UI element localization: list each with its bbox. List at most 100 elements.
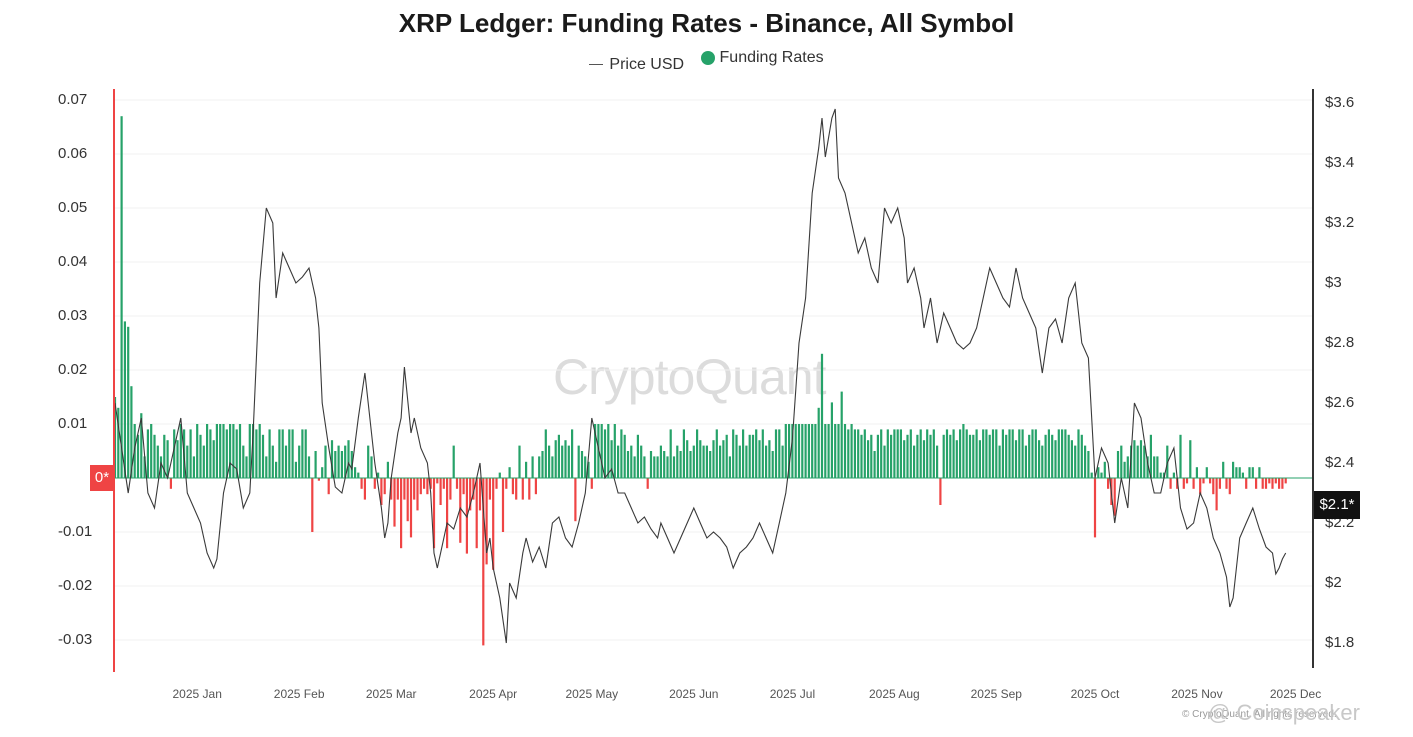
funding-bar-negative (439, 478, 442, 505)
funding-bar-positive (1232, 461, 1235, 478)
funding-bar-positive (324, 445, 327, 478)
funding-bar-positive (626, 451, 630, 478)
funding-bar-positive (643, 456, 646, 478)
funding-bar-positive (607, 424, 610, 478)
funding-bar-positive (623, 434, 626, 478)
funding-bar-positive (176, 440, 179, 478)
funding-bar-positive (1057, 429, 1060, 478)
funding-bar-positive (916, 434, 919, 478)
x-tick-label: 2025 Mar (365, 687, 417, 701)
funding-bar-positive (580, 451, 584, 478)
funding-bar-positive (1041, 445, 1044, 478)
funding-bar-positive (682, 429, 685, 478)
funding-bar-positive (689, 451, 692, 478)
funding-bar-positive (1133, 440, 1136, 478)
funding-bar-positive (564, 440, 567, 478)
funding-bar-positive (1028, 434, 1031, 478)
funding-bar-positive (1097, 467, 1100, 478)
funding-bar-positive (219, 424, 222, 478)
funding-bar-negative (449, 478, 452, 500)
funding-bar-positive (728, 456, 731, 478)
funding-bar-negative (413, 478, 416, 500)
left-tick-label: -0.03 (58, 631, 93, 648)
funding-bar-negative (1182, 478, 1185, 489)
funding-bar-negative (1113, 478, 1116, 516)
left-tick-label: -0.01 (58, 523, 93, 540)
legend-item-funding[interactable]: Funding Rates (700, 49, 824, 67)
funding-bar-positive (571, 429, 574, 478)
funding-bar-positive (755, 429, 758, 478)
funding-bar-positive (258, 424, 261, 478)
funding-bar-positive (1044, 434, 1047, 478)
funding-bar-negative (515, 478, 518, 500)
left-tick-label: -0.02 (58, 577, 93, 594)
funding-bar-positive (354, 467, 357, 478)
funding-bar-positive (1014, 440, 1018, 478)
funding-bar-negative (446, 478, 449, 549)
funding-bar-positive (541, 451, 544, 478)
funding-bar-positive (870, 434, 873, 478)
funding-bar-positive (1123, 461, 1126, 478)
funding-bar-negative (1278, 478, 1281, 489)
funding-bar-positive (206, 424, 209, 478)
funding-bar-positive (630, 445, 633, 478)
funding-bar-positive (584, 456, 587, 478)
funding-bar-negative (1271, 478, 1274, 489)
right-tick-label: $2.8 (1325, 334, 1355, 351)
funding-bar-positive (215, 424, 218, 478)
funding-bar-positive (192, 456, 195, 478)
funding-bar-negative (1261, 478, 1264, 489)
zero-level-badge: 0* (90, 465, 114, 491)
left-tick-label: 0.05 (58, 199, 88, 216)
left-tick-label: 0.07 (58, 91, 88, 108)
funding-bar-positive (702, 445, 705, 478)
funding-bar-negative (1225, 478, 1228, 489)
funding-bar-positive (850, 424, 853, 478)
funding-bar-positive (876, 434, 879, 478)
funding-bar-positive (252, 424, 255, 478)
funding-bar-positive (1136, 445, 1139, 478)
funding-bar-positive (344, 445, 347, 478)
funding-bar-positive (367, 445, 370, 478)
funding-bar-positive (1008, 429, 1011, 478)
funding-bar-negative (495, 478, 498, 489)
funding-bar-positive (1120, 445, 1123, 478)
funding-bar-positive (120, 116, 123, 478)
funding-bar-positive (735, 434, 738, 478)
funding-bar-negative (317, 478, 320, 481)
funding-bar-negative (1176, 478, 1179, 489)
funding-bar-positive (834, 424, 837, 478)
funding-bar-positive (1031, 429, 1034, 478)
funding-bar-positive (929, 434, 932, 478)
funding-bar-negative (390, 478, 393, 500)
funding-bar-positive (238, 424, 242, 478)
line-swatch-icon (589, 64, 604, 65)
funding-bar-positive (525, 461, 528, 478)
funding-bar-positive (337, 445, 340, 478)
funding-bar-positive (304, 429, 307, 478)
funding-bar-positive (600, 424, 603, 478)
funding-bar-positive (873, 451, 876, 478)
funding-bar-negative (380, 478, 383, 505)
funding-bar-positive (1047, 429, 1050, 478)
funding-bar-positive (899, 429, 902, 478)
grid-layer (115, 99, 1312, 641)
funding-bar-positive (347, 440, 350, 478)
funding-bar-positive (778, 429, 781, 478)
funding-bar-positive (712, 440, 715, 478)
funding-bar-positive (196, 424, 199, 478)
funding-bar-positive (1090, 472, 1093, 478)
funding-bar-positive (298, 445, 301, 478)
funding-bar-positive (748, 434, 751, 478)
funding-bar-positive (962, 424, 965, 478)
funding-bar-positive (212, 440, 215, 478)
funding-bar-positive (1103, 461, 1106, 478)
funding-bar-positive (1205, 467, 1208, 478)
funding-bar-positive (1159, 472, 1162, 478)
funding-bar-positive (1011, 429, 1014, 478)
funding-bar-positive (1024, 445, 1027, 478)
legend-item-price[interactable]: Price USD (589, 56, 684, 74)
funding-bar-positive (794, 424, 797, 478)
funding-bar-positive (719, 445, 722, 478)
funding-bar-positive (669, 429, 672, 478)
